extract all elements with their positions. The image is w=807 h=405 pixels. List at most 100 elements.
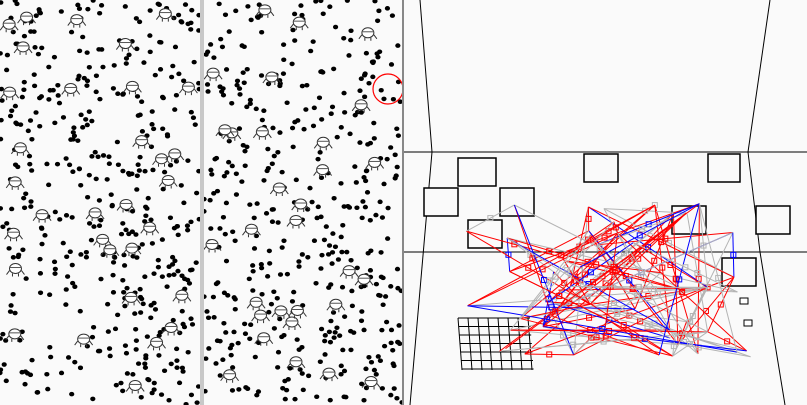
- creature-legs: [132, 142, 152, 149]
- food-dot: [327, 397, 333, 403]
- network-link: [707, 277, 735, 333]
- food-dot: [169, 74, 175, 80]
- food-dot: [35, 51, 42, 57]
- food-dot: [190, 115, 197, 120]
- food-dot: [133, 326, 139, 332]
- network-link: [589, 303, 738, 353]
- creature-body: [35, 209, 49, 221]
- food-dot: [315, 204, 321, 210]
- square-node-icon: [614, 310, 621, 317]
- food-dot: [319, 117, 325, 122]
- food-dot: [120, 277, 126, 283]
- food-dot: [378, 87, 384, 93]
- food-dot: [95, 348, 102, 354]
- creature-body: [368, 156, 382, 168]
- food-dot: [151, 380, 157, 386]
- food-dot: [366, 80, 372, 86]
- world-canvas-middle[interactable]: [204, 0, 402, 405]
- creature-legs: [286, 222, 306, 229]
- food-dot: [63, 287, 69, 292]
- creature-body: [175, 289, 189, 301]
- food-dot: [192, 122, 198, 127]
- network-link: [573, 272, 662, 356]
- food-dot: [27, 118, 34, 123]
- food-dot: [15, 164, 21, 170]
- food-dot: [230, 365, 236, 370]
- network-canvas[interactable]: [404, 0, 807, 405]
- creature-body: [155, 153, 169, 165]
- network-link: [552, 315, 660, 356]
- creature-icon: [122, 242, 142, 257]
- creature-legs: [246, 303, 266, 311]
- creature-body: [274, 305, 288, 317]
- food-dot: [292, 38, 298, 43]
- square-node-icon: [621, 250, 628, 257]
- creature-legs: [179, 88, 198, 96]
- food-dot: [46, 97, 52, 102]
- creature-body: [249, 296, 263, 308]
- food-dot: [122, 303, 128, 309]
- creature-legs: [0, 93, 20, 101]
- panel-divider[interactable]: [200, 0, 204, 405]
- creature-legs: [6, 270, 25, 277]
- world-view-left[interactable]: [0, 0, 200, 405]
- food-dot: [148, 217, 154, 223]
- food-dot: [265, 165, 271, 171]
- creature-legs: [271, 312, 291, 319]
- food-dot: [351, 330, 357, 335]
- network-3d-view[interactable]: [404, 0, 807, 405]
- food-dot: [223, 67, 230, 72]
- square-node-icon: [739, 297, 749, 305]
- food-dot: [136, 168, 142, 173]
- network-link: [669, 329, 699, 355]
- creature-body: [8, 328, 22, 340]
- food-dot: [37, 290, 44, 296]
- food-dot: [365, 142, 371, 147]
- food-dot: [204, 294, 207, 299]
- food-dot: [196, 216, 200, 222]
- food-dot: [139, 242, 145, 247]
- creature-body: [292, 16, 306, 28]
- square-node-icon: [659, 264, 666, 271]
- creature-body: [316, 164, 330, 176]
- square-node-icon: [589, 279, 596, 286]
- food-dot: [129, 208, 136, 214]
- food-dot: [115, 312, 121, 318]
- food-dot: [12, 310, 18, 316]
- creature-icon: [339, 265, 359, 279]
- food-dot: [205, 89, 211, 94]
- food-dot: [349, 303, 355, 309]
- food-dot: [318, 266, 324, 271]
- food-dot: [140, 301, 146, 307]
- food-dot: [7, 113, 14, 119]
- food-dot: [0, 51, 3, 56]
- food-dot: [70, 169, 76, 174]
- food-dot: [222, 12, 229, 18]
- food-dot: [145, 195, 151, 201]
- square-node-icon: [686, 318, 693, 325]
- food-dot: [122, 4, 128, 9]
- square-node-icon: [601, 234, 608, 241]
- square-node-icon: [636, 232, 643, 239]
- food-dot: [109, 202, 115, 208]
- square-node-icon: [585, 215, 592, 222]
- creature-body: [70, 14, 84, 26]
- food-dot: [221, 320, 227, 326]
- square-node-icon: [662, 235, 669, 242]
- creature-body: [20, 11, 34, 23]
- food-dot: [296, 347, 302, 352]
- food-dot: [39, 241, 45, 247]
- square-node-icon: [700, 242, 707, 249]
- food-dot: [352, 164, 358, 169]
- world-canvas-left[interactable]: [0, 0, 200, 405]
- creature-legs: [121, 299, 141, 306]
- food-dot: [308, 48, 314, 54]
- food-dot: [194, 190, 200, 196]
- food-dot: [341, 204, 347, 209]
- world-view-middle[interactable]: [204, 0, 402, 405]
- creature-icon: [116, 198, 136, 213]
- food-dot: [171, 272, 177, 277]
- creature-body: [316, 136, 330, 148]
- creature-legs: [269, 189, 289, 196]
- food-dot: [233, 192, 240, 197]
